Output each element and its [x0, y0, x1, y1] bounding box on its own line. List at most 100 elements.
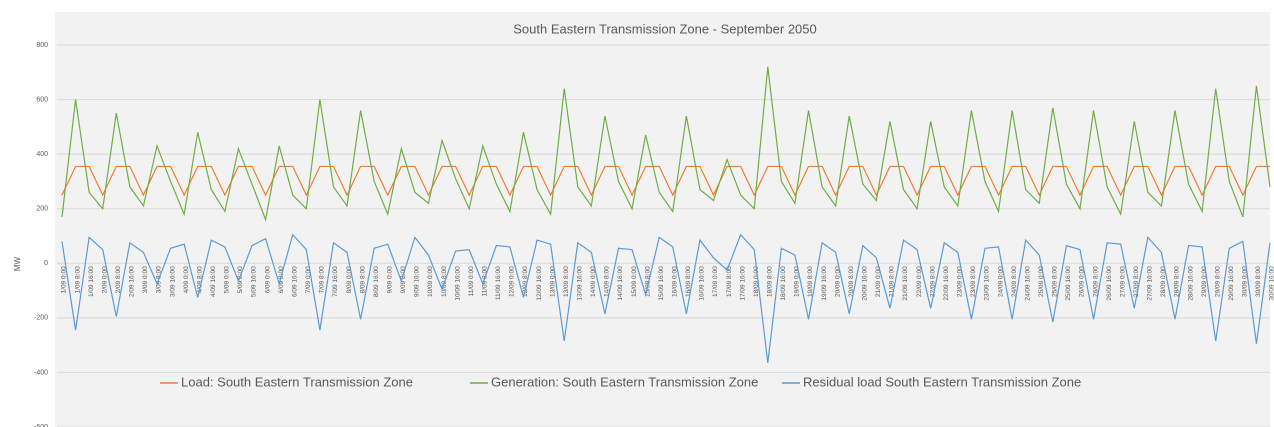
x-tick-label: 5/09 8:00: [237, 266, 244, 293]
x-tick-label: 20/09 0:00: [834, 266, 841, 297]
x-tick-label: 11/09 8:00: [481, 266, 488, 297]
x-tick-label: 3/09 8:00: [156, 266, 163, 293]
x-tick-label: 26/09 16:00: [1106, 266, 1113, 301]
legend-label: Load: South Eastern Transmission Zone: [181, 374, 413, 389]
x-tick-label: 26/09 8:00: [1092, 266, 1099, 297]
x-tick-label: 15/09 8:00: [644, 266, 651, 297]
x-tick-label: 23/09 16:00: [984, 266, 991, 301]
y-tick-label: 600: [36, 96, 48, 103]
x-tick-label: 2/09 0:00: [101, 266, 108, 293]
x-tick-label: 24/09 16:00: [1024, 266, 1031, 301]
x-tick-label: 25/09 8:00: [1052, 266, 1059, 297]
x-tick-label: 7/09 8:00: [319, 266, 326, 293]
y-tick-label: 0: [44, 260, 48, 267]
x-tick-label: 13/09 8:00: [563, 266, 570, 297]
x-tick-label: 2/09 8:00: [115, 266, 122, 293]
x-tick-label: 1/09 0:00: [61, 266, 68, 293]
x-tick-label: 11/09 16:00: [495, 266, 502, 300]
x-tick-label: 16/09 16:00: [699, 266, 706, 301]
x-tick-label: 20/09 16:00: [862, 266, 869, 301]
plot-area: [55, 12, 1270, 427]
x-tick-label: 4/09 0:00: [183, 266, 190, 293]
x-tick-label: 1/09 16:00: [88, 266, 95, 297]
x-tick-label: 23/09 0:00: [957, 266, 964, 297]
legend-label: Residual load South Eastern Transmission…: [803, 374, 1081, 389]
y-tick-label: -400: [34, 369, 48, 376]
y-tick-label: -600: [34, 424, 48, 427]
x-tick-label: 29/09 0:00: [1201, 266, 1208, 297]
x-tick-label: 28/09 8:00: [1174, 266, 1181, 297]
x-tick-label: 18/09 0:00: [753, 266, 760, 297]
x-tick-label: 15/09 0:00: [631, 266, 638, 297]
x-tick-label: 16/09 0:00: [672, 266, 679, 297]
x-tick-label: 17/09 8:00: [726, 266, 733, 297]
x-tick-label: 13/09 16:00: [576, 266, 583, 301]
x-tick-label: 22/09 0:00: [916, 266, 923, 297]
x-tick-label: 15/09 16:00: [658, 266, 665, 301]
x-tick-label: 21/09 8:00: [889, 266, 896, 297]
x-tick-label: 30/09 8:00: [1255, 266, 1262, 297]
x-tick-label: 30/09 16:00: [1269, 266, 1274, 301]
x-tick-label: 6/09 16:00: [291, 266, 298, 297]
x-tick-label: 16/09 8:00: [685, 266, 692, 297]
x-tick-label: 23/09 8:00: [970, 266, 977, 297]
x-tick-label: 9/09 0:00: [386, 266, 393, 293]
x-tick-label: 18/09 16:00: [780, 266, 787, 301]
y-tick-label: -200: [34, 315, 48, 322]
x-tick-label: 4/09 16:00: [210, 266, 217, 297]
x-tick-label: 6/09 8:00: [278, 266, 285, 293]
y-axis-label: MW: [13, 256, 22, 271]
x-tick-label: 12/09 16:00: [536, 266, 543, 301]
x-tick-label: 29/09 8:00: [1214, 266, 1221, 297]
x-tick-label: 14/09 8:00: [604, 266, 611, 297]
x-tick-label: 8/09 0:00: [346, 266, 353, 293]
series-line: [61, 233, 1271, 363]
x-tick-label: 7/09 0:00: [305, 266, 312, 293]
x-tick-label: 19/09 8:00: [807, 266, 814, 297]
x-tick-label: 17/09 16:00: [739, 266, 746, 301]
x-tick-label: 14/09 16:00: [617, 266, 624, 301]
y-tick-label: 800: [36, 42, 48, 49]
x-tick-label: 3/09 0:00: [142, 266, 149, 293]
x-tick-label: 18/09 8:00: [767, 266, 774, 297]
series-line: [61, 165, 1270, 197]
x-tick-label: 2/09 16:00: [129, 266, 136, 297]
x-tick-label: 1/09 8:00: [74, 266, 81, 293]
x-tick-label: 27/09 8:00: [1133, 266, 1140, 297]
x-tick-label: 25/09 0:00: [1038, 266, 1045, 297]
y-tick-label: 400: [36, 151, 48, 158]
x-tick-label: 17/09 0:00: [712, 266, 719, 297]
x-tick-label: 20/09 8:00: [848, 266, 855, 297]
x-tick-label: 24/09 0:00: [997, 266, 1004, 297]
chart-title: South Eastern Transmission Zone - Septem…: [513, 21, 817, 36]
series-line: [61, 66, 1271, 222]
x-tick-label: 13/09 0:00: [549, 266, 556, 297]
x-tick-label: 3/09 16:00: [169, 266, 176, 297]
x-tick-label: 6/09 0:00: [264, 266, 271, 293]
x-tick-label: 27/09 0:00: [1119, 266, 1126, 297]
x-tick-label: 21/09 0:00: [875, 266, 882, 297]
x-tick-label: 14/09 0:00: [590, 266, 597, 297]
x-tick-label: 27/09 16:00: [1147, 266, 1154, 301]
x-tick-label: 5/09 0:00: [224, 266, 231, 293]
x-tick-label: 8/09 16:00: [373, 266, 380, 297]
x-tick-label: 11/09 0:00: [468, 266, 475, 297]
x-tick-label: 7/09 16:00: [332, 266, 339, 297]
x-tick-label: 22/09 8:00: [929, 266, 936, 297]
x-tick-label: 12/09 8:00: [522, 266, 529, 297]
x-tick-label: 22/09 16:00: [943, 266, 950, 301]
x-tick-label: 4/09 8:00: [196, 266, 203, 293]
x-tick-label: 10/09 0:00: [427, 266, 434, 297]
x-tick-label: 8/09 8:00: [359, 266, 366, 293]
x-tick-label: 25/09 16:00: [1065, 266, 1072, 301]
x-tick-label: 9/09 16:00: [414, 266, 421, 297]
x-tick-label: 5/09 16:00: [251, 266, 258, 297]
x-tick-label: 12/09 0:00: [509, 266, 516, 297]
x-tick-label: 10/09 16:00: [454, 266, 461, 301]
x-tick-label: 9/09 8:00: [400, 266, 407, 293]
x-tick-label: 19/09 0:00: [794, 266, 801, 297]
x-tick-label: 21/09 16:00: [902, 266, 909, 301]
x-tick-label: 30/09 0:00: [1242, 266, 1249, 297]
x-tick-label: 28/09 16:00: [1187, 266, 1194, 301]
